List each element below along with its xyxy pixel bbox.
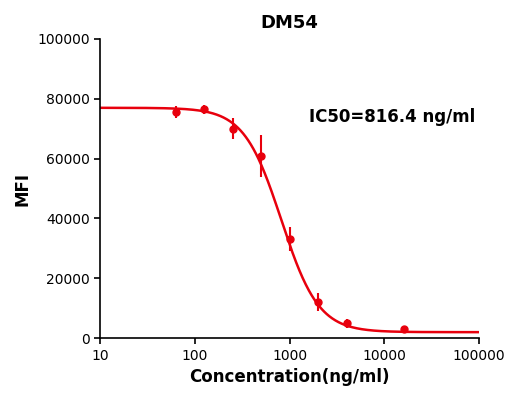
Text: IC50=816.4 ng/ml: IC50=816.4 ng/ml <box>309 108 475 126</box>
Y-axis label: MFI: MFI <box>14 172 32 206</box>
Title: DM54: DM54 <box>261 14 319 32</box>
X-axis label: Concentration(ng/ml): Concentration(ng/ml) <box>189 368 390 386</box>
